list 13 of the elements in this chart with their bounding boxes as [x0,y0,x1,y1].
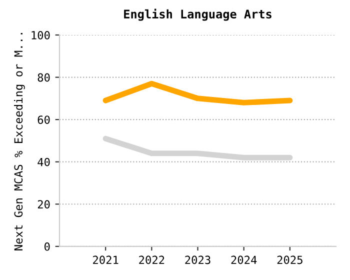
x-tick-label: 2021 [93,256,118,264]
y-tick-label: 80 [38,73,50,82]
chart-title: English Language Arts [124,8,272,21]
y-axis-title: Next Gen MCAS % Exceeding or M... [14,32,25,250]
x-tick-label: 2025 [277,256,302,264]
y-tick-label: 40 [38,158,50,166]
x-tick-label: 2024 [231,256,257,264]
y-tick-label: 60 [38,116,50,124]
x-tick-label: 2022 [139,256,164,264]
y-tick-label: 100 [32,31,50,40]
y-tick-label: 0 [44,242,50,251]
y-tick-label: 20 [38,200,50,209]
x-tick-label: 2023 [185,256,210,264]
